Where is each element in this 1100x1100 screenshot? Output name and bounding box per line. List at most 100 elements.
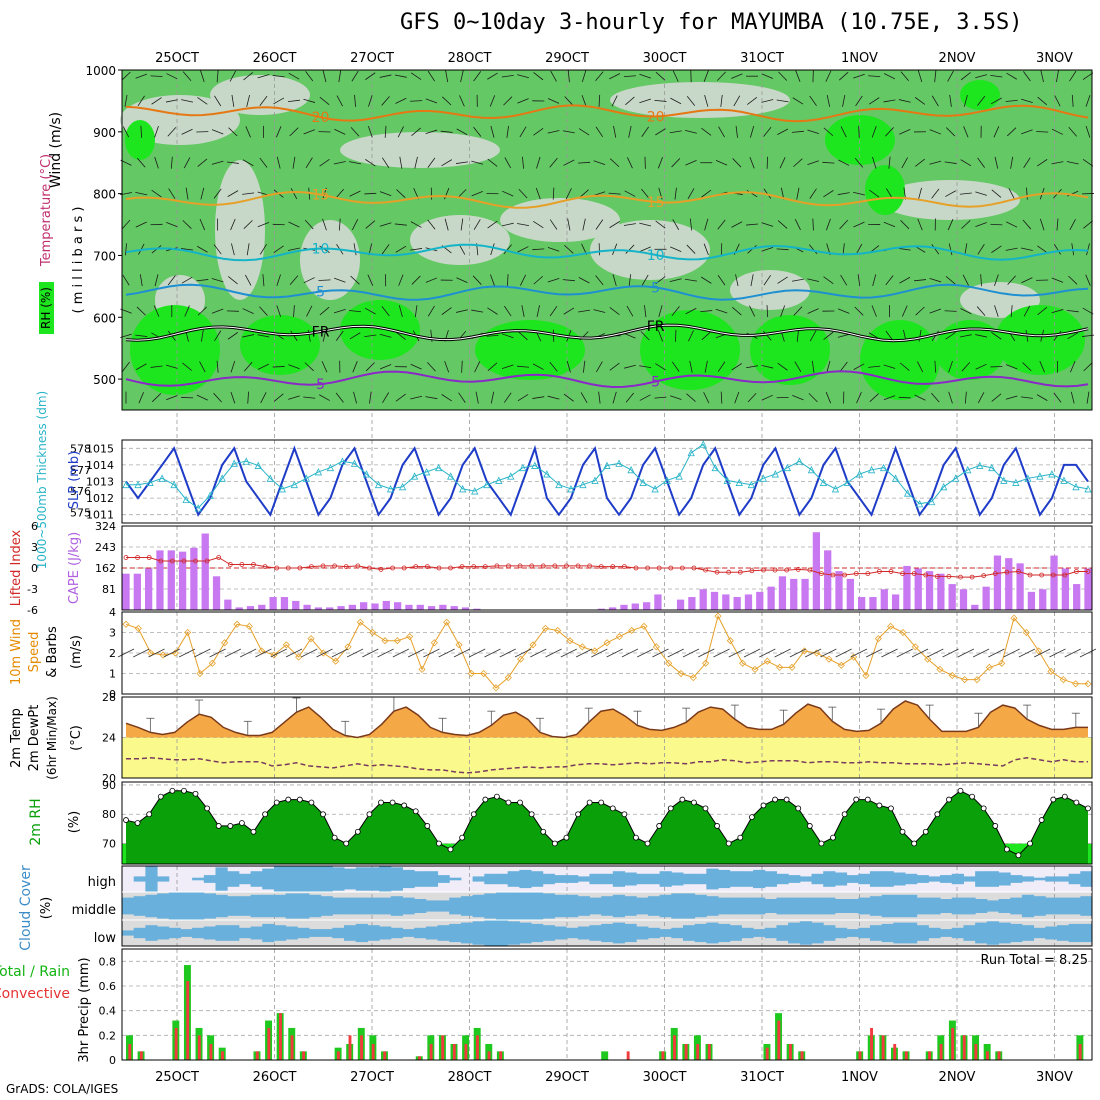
rh-point	[969, 793, 975, 800]
wind-barb	[276, 274, 281, 287]
cape-bar	[156, 550, 164, 610]
precip-convective-bar	[962, 1035, 966, 1060]
cloud-bar-middle	[706, 896, 719, 916]
cape-bar	[891, 594, 900, 610]
wind-barb	[364, 334, 377, 338]
wind-barb	[530, 648, 547, 658]
wind-barb	[931, 244, 940, 255]
lifted-index-point	[564, 563, 569, 569]
wind-barb	[381, 96, 390, 106]
wind-barb	[1051, 309, 1064, 314]
wind-barb	[490, 274, 495, 286]
cloud-bar-high	[320, 866, 333, 892]
rh-point	[181, 787, 187, 794]
date-label-bottom: 1NOV	[841, 1070, 878, 1085]
cloud-bar-high	[963, 876, 976, 882]
cloud-bar-middle	[1021, 894, 1035, 918]
wind-barb	[214, 95, 222, 107]
wind-barb	[442, 96, 452, 106]
wind-barb	[609, 221, 620, 229]
wind-barb	[150, 365, 163, 368]
wind-barb	[898, 396, 911, 399]
wind-barb	[671, 306, 680, 317]
cape-bar	[778, 576, 787, 610]
cloud-bar-high	[916, 875, 929, 883]
wind-barb	[612, 243, 618, 256]
lifted-index-point	[459, 564, 465, 569]
wind-barb	[596, 361, 603, 373]
rh-point	[818, 840, 825, 847]
lifted-index-point	[1039, 572, 1045, 578]
thickness-point	[146, 478, 154, 486]
cloud-bar-high	[601, 873, 614, 885]
cloud-bar-high	[519, 869, 532, 889]
rh-moist-area	[130, 305, 220, 395]
contour-label: 5	[316, 377, 325, 393]
cloud-bar-middle	[250, 894, 263, 918]
wind-barb	[456, 128, 468, 136]
cloud-bar-middle	[858, 897, 871, 915]
thickness-point	[507, 472, 515, 480]
wind-barb	[197, 306, 207, 316]
precip-convective-bar	[661, 1051, 665, 1060]
lifted-index-point	[413, 564, 419, 569]
cloud-bar-high	[1068, 873, 1081, 885]
wind-speed-point	[517, 655, 525, 663]
wind-barb	[883, 73, 896, 80]
wind-barb	[247, 391, 249, 404]
thickness-point	[314, 468, 323, 476]
rh-point	[656, 823, 663, 829]
wind-barb	[835, 648, 852, 658]
wind-barb	[611, 95, 618, 107]
thickness-point	[663, 476, 671, 484]
wind-barb	[717, 275, 726, 286]
wind-barb	[972, 648, 990, 658]
wind-barb	[178, 648, 196, 658]
precip-convective-bar	[221, 1051, 224, 1060]
cloud-level-label: middle	[72, 903, 116, 918]
wind-barb	[671, 158, 681, 168]
cloud-bar-low	[858, 927, 871, 939]
wind-barb	[411, 127, 421, 136]
wind-barb	[838, 71, 849, 81]
wind-barb	[672, 219, 680, 230]
cloud-bar-high	[484, 873, 497, 885]
cape-bar	[846, 578, 854, 610]
wind-barb	[888, 156, 891, 169]
wind-barb	[382, 392, 390, 403]
wind-barb	[547, 246, 560, 252]
rh-dry-area	[215, 160, 265, 300]
cloud-bar-middle	[542, 893, 555, 919]
wind-barb	[624, 190, 636, 197]
wind-barb	[399, 156, 403, 169]
wind-barb	[562, 130, 575, 134]
wind-barb	[964, 243, 968, 256]
wind-barb	[1003, 648, 1020, 658]
lifted-index-point	[656, 565, 662, 571]
cloud-bar-low	[519, 922, 532, 944]
wind-barb	[410, 221, 422, 228]
thickness-point	[182, 495, 190, 503]
wind-barb	[839, 361, 848, 372]
wind-barb	[292, 156, 296, 169]
below-ground	[122, 410, 1092, 438]
cloud-bar-high	[577, 876, 590, 882]
wind-barb	[303, 129, 315, 135]
wind-barb	[780, 305, 786, 317]
cape-bar	[1084, 568, 1092, 610]
wind-barb	[335, 392, 344, 403]
lifted-index-point	[204, 558, 210, 564]
wind-speed-point	[1022, 628, 1030, 637]
cape-bar	[971, 604, 979, 610]
wind-barb	[395, 245, 407, 253]
wind-barb	[503, 244, 512, 255]
wind-barb	[456, 309, 468, 313]
precip-convective-bar	[418, 1056, 421, 1060]
rh-point	[644, 840, 651, 847]
wind-barb	[809, 330, 817, 342]
cloud-bar-low	[379, 926, 392, 940]
wind-speed-point	[578, 643, 586, 651]
wind-barb	[560, 648, 578, 658]
wind-barb	[823, 276, 834, 285]
lifted-index-point	[923, 572, 929, 578]
